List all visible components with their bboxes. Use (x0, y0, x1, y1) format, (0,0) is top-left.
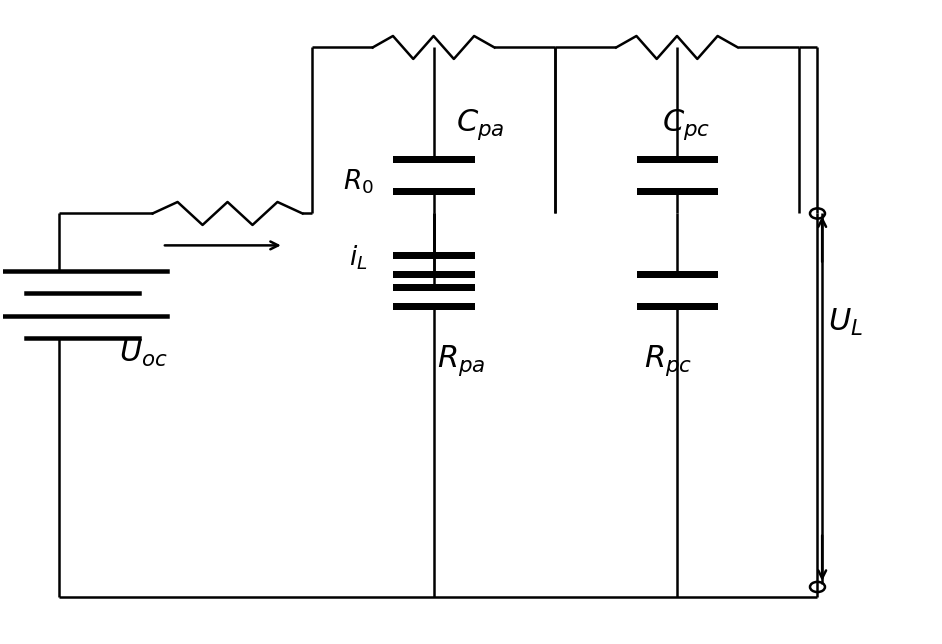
Text: $U_L$: $U_L$ (828, 307, 863, 337)
Text: $R_0$: $R_0$ (343, 167, 374, 196)
Text: $U_{oc}$: $U_{oc}$ (119, 338, 168, 370)
Text: $R_{pc}$: $R_{pc}$ (643, 343, 691, 378)
Text: $R_{pa}$: $R_{pa}$ (437, 343, 486, 378)
Text: $C_{pa}$: $C_{pa}$ (456, 107, 505, 142)
Text: $i_L$: $i_L$ (349, 244, 368, 272)
Text: $C_{pc}$: $C_{pc}$ (662, 107, 710, 142)
